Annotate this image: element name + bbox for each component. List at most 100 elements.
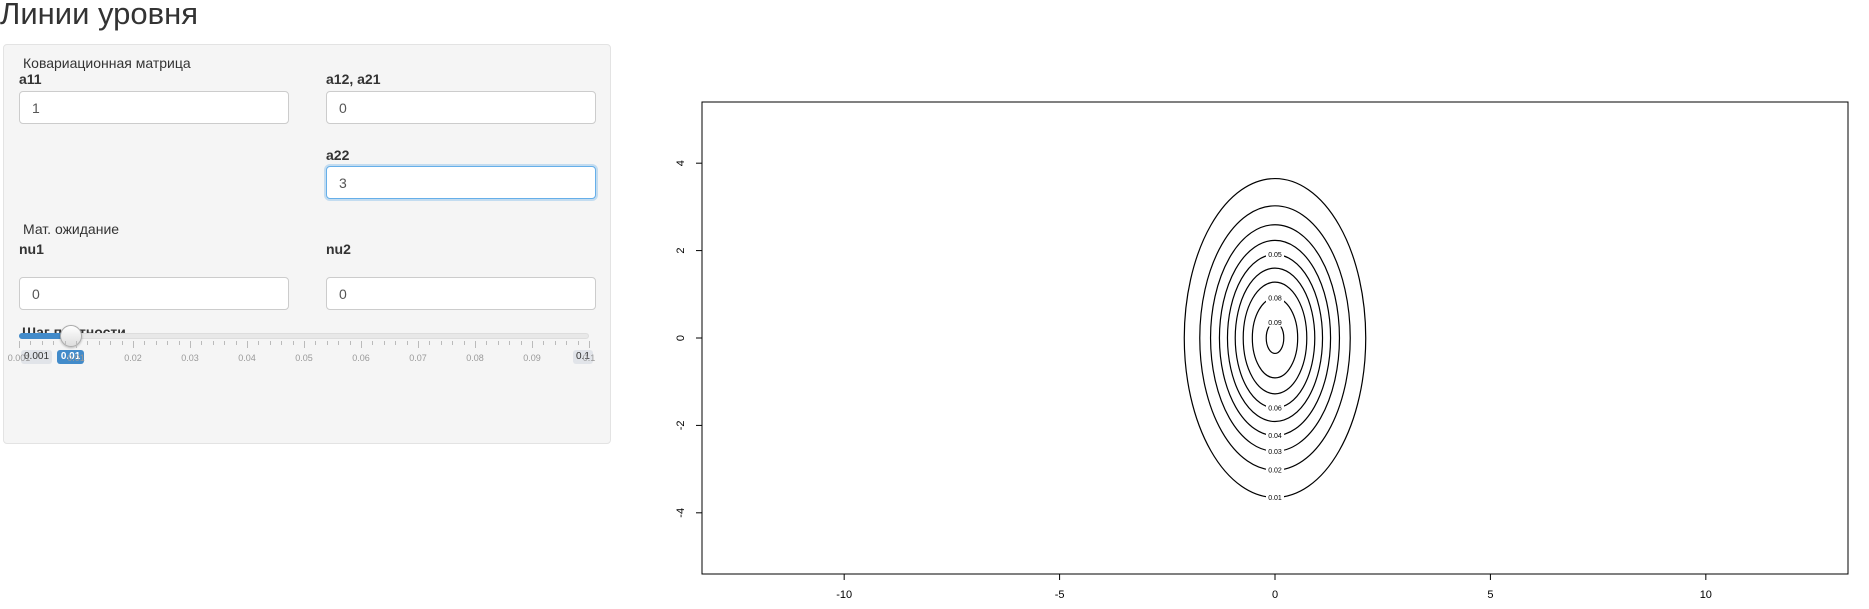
covariance-section-label: Ковариационная матрица xyxy=(23,55,191,71)
slider-tick-label: 0.001 xyxy=(7,353,31,363)
nu1-label: nu1 xyxy=(19,241,44,257)
slider-tick xyxy=(304,341,305,348)
slider-tick xyxy=(406,341,408,345)
slider-handle[interactable] xyxy=(59,325,82,347)
slider-tick xyxy=(395,341,397,345)
slider-tick xyxy=(566,341,568,345)
slider-tick-label: 0.07 xyxy=(409,353,427,363)
contour-label: 0.05 xyxy=(1268,252,1282,259)
slider-fill xyxy=(19,333,71,339)
a11-input[interactable] xyxy=(19,91,289,124)
slider-tick xyxy=(349,341,351,345)
slider-tick xyxy=(326,341,328,345)
contour-label: 0.01 xyxy=(1268,495,1282,502)
slider-tick xyxy=(167,341,169,345)
slider-tick xyxy=(509,341,511,345)
slider-tick xyxy=(497,341,499,345)
slider-tick xyxy=(361,341,362,348)
slider-tick xyxy=(121,341,123,345)
contour-label: 0.02 xyxy=(1268,468,1282,475)
y-tick-label: 2 xyxy=(675,248,687,254)
y-tick-label: -2 xyxy=(675,421,687,431)
slider-tick-label: 0.06 xyxy=(352,353,370,363)
slider-tick xyxy=(463,341,465,345)
nu1-input[interactable] xyxy=(19,277,289,310)
y-tick-label: 4 xyxy=(675,160,687,166)
contour-label-bg xyxy=(1266,294,1284,303)
x-tick-label: 0 xyxy=(1272,589,1278,601)
slider-tick-label: 0.02 xyxy=(124,353,142,363)
slider-value-label: 0.01 xyxy=(56,350,85,364)
slider-tick xyxy=(520,341,522,345)
contour-label: 0.09 xyxy=(1268,320,1282,327)
contour-plot: 0.01 0.02 0.03 0.04 0.05 0.06 0.08 0.09 -10 -5 0 5… xyxy=(675,101,1849,601)
a12-input[interactable] xyxy=(326,91,596,124)
slider-tick xyxy=(292,341,294,345)
slider-tick xyxy=(281,341,283,345)
contour-label-bg xyxy=(1266,431,1284,440)
plot-frame xyxy=(701,101,1849,575)
contour-label: 0.08 xyxy=(1268,296,1282,303)
a11-label: a11 xyxy=(19,71,42,87)
slider-tick-label: 0.09 xyxy=(523,353,541,363)
x-tick-label: -5 xyxy=(1055,589,1065,601)
x-axis: -10 -5 0 5 10 xyxy=(836,574,1712,601)
slider-tick xyxy=(178,341,180,345)
slider-tick xyxy=(41,341,43,345)
contour-label: 0.06 xyxy=(1268,405,1282,412)
slider-min-label: 0.001 xyxy=(21,350,53,364)
contour-label-bg xyxy=(1266,447,1284,456)
a22-label: a22 xyxy=(326,147,350,163)
slider-tick xyxy=(269,341,271,345)
slider-tick xyxy=(224,341,226,345)
contour-line xyxy=(1226,253,1324,423)
slider-tick xyxy=(452,341,454,345)
slider-tick xyxy=(429,341,431,345)
slider-tick xyxy=(418,341,419,348)
slider-max-label: 0.1 xyxy=(573,350,593,364)
a22-input[interactable] xyxy=(326,166,596,199)
nu2-input[interactable] xyxy=(326,277,596,310)
slider-tick-label: 0.04 xyxy=(238,353,256,363)
contour-line xyxy=(1199,205,1351,471)
slider-tick xyxy=(486,341,488,345)
slider-tick xyxy=(235,341,237,345)
slider-tick xyxy=(315,341,317,345)
contour-line xyxy=(1251,297,1299,379)
slider-tick xyxy=(383,341,385,345)
slider-tick xyxy=(98,341,100,345)
contour-label-bg xyxy=(1266,466,1284,475)
contour-label-bg xyxy=(1266,318,1284,327)
slider-tick xyxy=(76,341,77,348)
slider-tick xyxy=(190,341,191,348)
slider-tick xyxy=(201,341,203,345)
slider-tick xyxy=(19,341,20,348)
a12-label: a12, a21 xyxy=(326,71,381,87)
contour-line xyxy=(1242,281,1308,395)
slider-tick xyxy=(258,341,260,345)
slider-tick-label: 0.05 xyxy=(295,353,313,363)
contour-label-bg xyxy=(1266,403,1284,412)
slider-tick xyxy=(110,341,112,345)
mean-section-label: Мат. ожидание xyxy=(23,221,120,237)
slider-tick xyxy=(212,341,214,345)
nu2-label: nu2 xyxy=(326,241,351,257)
contour-label-bg xyxy=(1266,250,1284,259)
page-title: Линии уровня xyxy=(0,0,199,31)
slider-tick xyxy=(577,341,579,345)
contour-label: 0.04 xyxy=(1268,433,1282,440)
contour-line xyxy=(1234,267,1316,409)
slider-tick-label: 0.1 xyxy=(582,353,596,363)
contour-label: 0.03 xyxy=(1268,449,1282,456)
slider-tick xyxy=(440,341,442,345)
y-tick-label: 0 xyxy=(675,335,687,341)
slider-tick xyxy=(144,341,146,345)
slider-tick xyxy=(372,341,374,345)
slider-tick xyxy=(589,341,590,348)
y-tick-label: -4 xyxy=(675,508,687,518)
slider-tick xyxy=(475,341,476,348)
slider-tick xyxy=(30,341,32,345)
slider-track[interactable] xyxy=(19,333,589,339)
slider-tick xyxy=(338,341,340,345)
slider-tick xyxy=(532,341,533,348)
